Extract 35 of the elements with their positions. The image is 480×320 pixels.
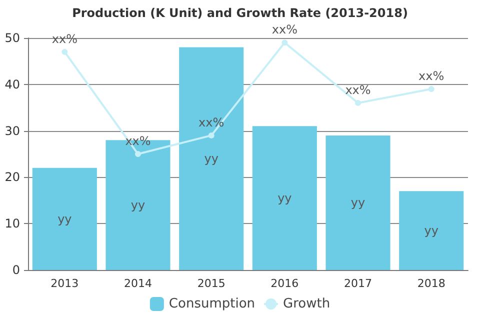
data-label: yy [130,198,146,212]
data-label: xx% [418,69,444,84]
y-tick-label: 20 [4,170,20,184]
y-tick-label: 10 [4,216,20,231]
chart-title: Production (K Unit) and Growth Rate (2013-2018) [72,6,408,20]
bar [179,47,244,270]
point [135,151,141,157]
y-tick-label: 30 [4,124,20,138]
point [428,86,434,92]
data-label: yy [278,191,292,206]
bar [252,126,317,270]
point [208,132,214,138]
data-label: yy [58,212,72,226]
point [62,48,68,55]
x-tick-label: 2016 [270,277,299,290]
point [282,40,288,46]
bar [32,168,97,270]
data-label: xx% [272,22,298,37]
y-tick-label: 0 [12,263,20,277]
point [355,100,361,106]
legend-label: Growth [283,296,330,312]
legend-label: Consumption [168,296,256,312]
x-tick-label: 2014 [124,277,152,290]
x-tick-label: 2018 [417,277,446,290]
bar [399,191,464,270]
data-label: yy [204,152,218,166]
x-tick-label: 2013 [50,277,79,290]
bar [326,135,390,270]
x-tick-label: 2017 [344,277,372,290]
y-tick-label: 50 [4,31,20,45]
x-tick-label: 2015 [197,277,226,290]
data-label: xx% [345,82,371,97]
data-label: yy [350,196,366,210]
y-tick-label: 40 [4,77,20,92]
data-label: yy [424,224,438,238]
